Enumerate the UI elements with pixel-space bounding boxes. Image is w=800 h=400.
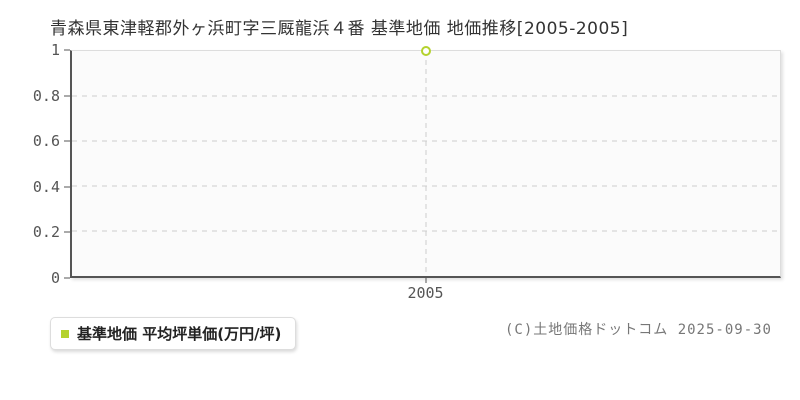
y-tick-label: 0.4: [32, 177, 60, 196]
data-point[interactable]: [421, 46, 431, 56]
y-tick-mark: [64, 277, 70, 279]
y-tick-label: 0.6: [32, 132, 60, 151]
legend-swatch-icon: [61, 329, 69, 338]
x-axis-labels: 2005: [70, 278, 781, 302]
x-tick-label: 2005: [407, 284, 444, 302]
y-tick-mark: [64, 49, 70, 51]
x-tick-mark: [425, 278, 426, 283]
y-axis-labels: 1 0.8 0.6 0.4 0.2 0: [0, 41, 60, 287]
gridline-vertical: [425, 51, 427, 276]
y-tick-label: 0.2: [32, 223, 60, 242]
y-tick-mark: [64, 140, 70, 142]
y-tick-mark: [64, 95, 70, 97]
legend: 基準地価 平均坪単価(万円/坪): [50, 317, 297, 350]
y-tick-label: 0.8: [32, 86, 60, 105]
y-tick-mark: [64, 186, 70, 188]
legend-label: 基準地価 平均坪単価(万円/坪): [77, 325, 282, 343]
plot-area: [70, 46, 781, 278]
copyright-text: (C)土地価格ドットコム 2025-09-30: [504, 322, 772, 338]
y-tick-label: 0: [50, 269, 60, 287]
y-tick-mark: [64, 231, 70, 233]
y-tick-label: 1: [50, 41, 60, 59]
chart-title: 青森県東津軽郡外ヶ浜町字三厩龍浜４番 基準地価 地価推移[2005-2005]: [50, 19, 629, 39]
y-axis-ticks: [64, 49, 70, 279]
